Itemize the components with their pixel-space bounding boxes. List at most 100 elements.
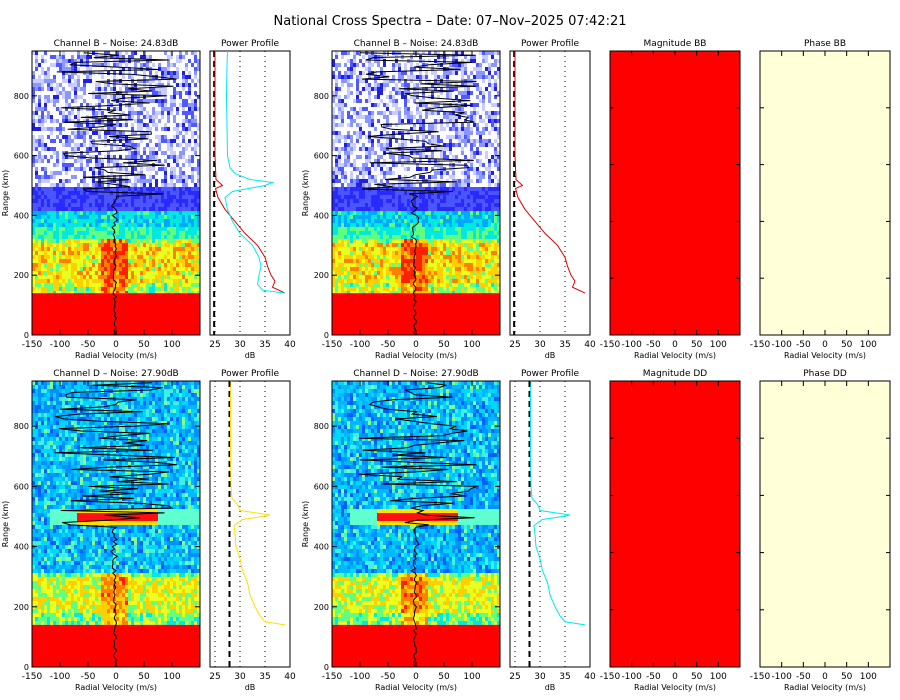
spectrum-cell [431, 155, 434, 159]
spectrum-cell [128, 55, 131, 59]
spectrum-cell [383, 103, 386, 107]
spectrum-cell [101, 131, 104, 135]
spectrum-cell [98, 291, 101, 294]
spectrum-cell [419, 151, 422, 155]
spectrum-cell [395, 107, 398, 111]
spectrum-cell [386, 111, 389, 115]
spectrum-cell [377, 83, 380, 87]
spectrum-cell [335, 71, 338, 75]
spectrum-cell [383, 143, 386, 147]
spectrum-cell [107, 127, 110, 131]
spectrum-cell [131, 203, 134, 207]
spectrum-cell [191, 203, 194, 207]
spectrum-cell [47, 239, 50, 243]
spectrum-cell [116, 227, 119, 231]
spectrum-cell [431, 55, 434, 59]
spectrum-cell [68, 207, 71, 211]
spectrum-cell [419, 143, 422, 147]
spectrum-cell [143, 139, 146, 143]
spectrum-cell [197, 239, 200, 243]
spectrum-cell [383, 131, 386, 135]
spectrum-cell [131, 263, 134, 267]
spectrum-cell [35, 263, 38, 267]
spectrum-cell [32, 115, 35, 119]
spectrum-cell [350, 127, 353, 131]
spectrum-cell [191, 163, 194, 167]
spectrum-cell [122, 235, 125, 239]
spectrum-cell [191, 255, 194, 259]
spectrum-cell [167, 127, 170, 131]
spectrum-cell [161, 283, 164, 287]
spectrum-cell [32, 259, 35, 263]
spectrum-cell [98, 127, 101, 131]
spectrum-cell [461, 91, 464, 95]
spectrum-cell [149, 127, 152, 131]
spectrum-cell [491, 63, 494, 67]
spectrum-cell [113, 247, 116, 251]
spectrum-cell [173, 171, 176, 175]
spectrum-cell [140, 215, 143, 219]
spectrum-cell [50, 59, 53, 63]
spectrum-cell [443, 91, 446, 95]
spectrum-cell [449, 147, 452, 151]
spectrum-cell [77, 131, 80, 135]
spectrum-cell [170, 279, 173, 283]
spectrum-cell [176, 111, 179, 115]
spectrum-cell [113, 67, 116, 71]
spectrum-cell [56, 55, 59, 59]
spectrum-cell [65, 239, 68, 243]
spectrum-cell [161, 255, 164, 259]
spectrum-cell [77, 219, 80, 223]
spectrum-cell [131, 195, 134, 199]
spectrum-cell [74, 203, 77, 207]
spectrum-cell [104, 211, 107, 215]
spectrum-cell [341, 151, 344, 155]
spectrum-cell [164, 139, 167, 143]
spectrum-cell [47, 207, 50, 211]
spectrum-cell [164, 175, 167, 179]
spectrum-cell [422, 147, 425, 151]
spectrum-cell [44, 59, 47, 63]
spectrum-cell [491, 83, 494, 87]
spectrum-cell [98, 283, 101, 287]
spectrum-cell [38, 231, 41, 235]
spectrum-cell [491, 139, 494, 143]
spectrum-cell [140, 247, 143, 251]
spectrum-cell [386, 71, 389, 75]
spectrum-cell [80, 143, 83, 147]
spectrum-cell [56, 259, 59, 263]
spectrum-cell [485, 135, 488, 139]
spectrum-cell [197, 247, 200, 251]
spectrum-cell [389, 123, 392, 127]
spectrum-cell [89, 135, 92, 139]
spectrum-cell [335, 131, 338, 135]
spectrum-cell [80, 239, 83, 243]
spectrum-cells [332, 51, 500, 294]
spectrum-cell [479, 123, 482, 127]
spectrum-cell [188, 267, 191, 271]
spectrum-cell [140, 227, 143, 231]
spectrum-cell [425, 51, 428, 55]
spectrum-cell [464, 155, 467, 159]
spectrum-cell [32, 247, 35, 251]
spectrum-cell [194, 75, 197, 79]
spectrum-cell [128, 275, 131, 279]
spectrum-cell [98, 159, 101, 163]
spectrum-cell [140, 199, 143, 203]
spectrum-cell [479, 71, 482, 75]
spectrum-cell [344, 51, 347, 55]
spectrum-cell [47, 67, 50, 71]
spectrum-cell [131, 183, 134, 187]
spectrum-cell [356, 87, 359, 91]
spectrum-cell [53, 211, 56, 215]
spectrum-cell [383, 123, 386, 127]
spectrum-cell [89, 55, 92, 59]
spectrum-cell [122, 243, 125, 247]
spectrum-cell [155, 271, 158, 275]
spectrum-cell [179, 155, 182, 159]
spectrum-cell [158, 71, 161, 75]
spectrum-cell [407, 155, 410, 159]
spectrum-cell [377, 123, 380, 127]
spectrum-cell [191, 131, 194, 135]
spectrum-cell [140, 175, 143, 179]
